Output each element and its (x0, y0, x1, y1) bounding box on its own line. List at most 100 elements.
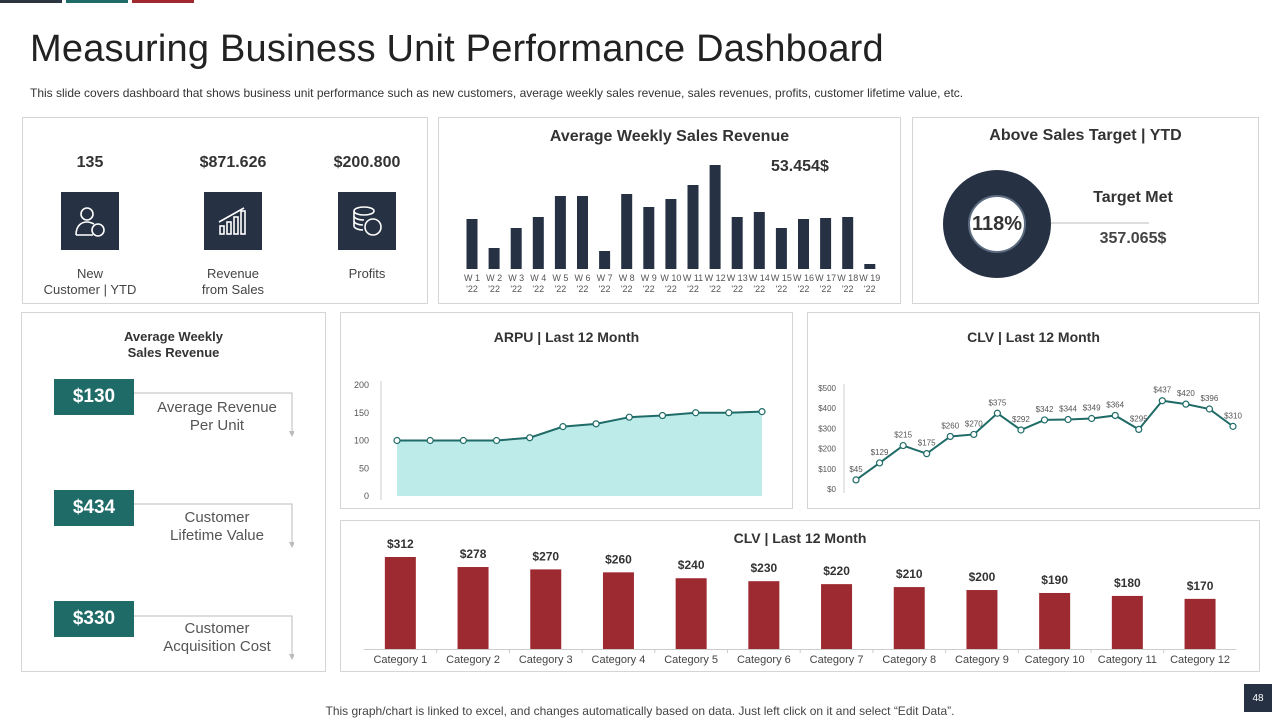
kpi-new-customers[interactable]: 135 New Customer | YTD (30, 154, 150, 298)
arpu-point[interactable] (459, 436, 467, 445)
metrics-panel-title: Average Weekly Sales Revenue (22, 329, 325, 361)
clv-point[interactable] (1111, 411, 1119, 420)
arpu-point[interactable] (559, 423, 567, 431)
x-tick-label: W 18 (837, 273, 858, 283)
clv-point[interactable] (1017, 426, 1025, 434)
sales-target-panel[interactable]: Above Sales Target | YTD 118% Target Met… (912, 117, 1259, 304)
clv-point[interactable] (993, 409, 1001, 417)
arpu-point[interactable] (725, 409, 733, 417)
clv-point[interactable] (852, 476, 860, 484)
bar-w-10-22[interactable] (665, 199, 677, 269)
bar-w-15-22[interactable] (775, 228, 787, 269)
bar-w-7-22[interactable] (599, 251, 611, 269)
bar-w-6-22[interactable] (577, 196, 588, 269)
kpi-profits[interactable]: $200.800 Profits (307, 154, 427, 282)
bar-w-16-22[interactable] (798, 219, 809, 269)
bar-category-4[interactable] (602, 572, 634, 649)
x-tick-label: Category 12 (1170, 654, 1230, 666)
bar-w-1-22[interactable] (466, 219, 478, 269)
x-tick-label: Category 2 (446, 654, 500, 666)
metric-badge-clv: $434 (54, 490, 134, 526)
bar-category-12[interactable] (1184, 598, 1216, 649)
arpu-point[interactable] (658, 411, 667, 420)
clv-point[interactable] (1158, 397, 1166, 405)
bar-w-8-22[interactable] (621, 194, 633, 269)
clv-point[interactable] (1040, 416, 1049, 424)
x-tick-year: '22 (665, 284, 677, 294)
clv-data-label: $437 (1153, 386, 1171, 395)
metrics-title-line1: Average Weekly (123, 329, 223, 344)
bar-category-5[interactable] (675, 578, 707, 649)
bar-data-label: $170 (1187, 579, 1214, 593)
bar-category-3[interactable] (530, 569, 562, 649)
clv-line-panel[interactable]: CLV | Last 12 Month $0 $100 $200 $300 $400 $5… (807, 312, 1260, 509)
metric-line1: Customer (184, 620, 250, 637)
metrics-panel[interactable]: Average Weekly Sales Revenue $130 Averag… (21, 312, 326, 672)
y-tick-label: 50 (359, 463, 369, 473)
bar-w-17-22[interactable] (820, 218, 832, 269)
kpi-panel[interactable]: 135 New Customer | YTD $871.626 (22, 117, 428, 304)
clv-point[interactable] (946, 432, 954, 441)
y-tick-label: 100 (354, 436, 369, 446)
bar-w-12-22[interactable] (709, 165, 721, 269)
kpi-label-line2: Customer | YTD (43, 282, 137, 297)
clv-point[interactable] (875, 459, 884, 467)
x-tick-label: W 11 (683, 273, 703, 283)
x-tick-label: Category 9 (955, 654, 1009, 666)
bar-category-8[interactable] (893, 587, 925, 649)
clv-bar-title: CLV | Last 12 Month (733, 530, 867, 546)
arpu-point[interactable] (393, 436, 401, 445)
clv-point[interactable] (1088, 414, 1096, 423)
clv-point[interactable] (1229, 422, 1237, 430)
bar-category-11[interactable] (1111, 595, 1143, 649)
bar-category-10[interactable] (1039, 592, 1071, 649)
bar-w-3-22[interactable] (510, 228, 522, 269)
kpi-revenue[interactable]: $871.626 Revenue from Sales (173, 154, 293, 298)
weekly-revenue-chart[interactable]: W 1'22W 2'22W 3'22W 4'22W 5'22W 6'22W 7'… (439, 118, 900, 303)
clv-data-label: $344 (1059, 405, 1077, 414)
bar-w-11-22[interactable] (687, 185, 699, 269)
clv-data-label: $342 (1036, 405, 1054, 414)
bar-w-4-22[interactable] (532, 217, 544, 269)
bar-w-5-22[interactable] (554, 196, 566, 269)
clv-point[interactable] (970, 430, 978, 439)
arpu-panel[interactable]: ARPU | Last 12 Month 0 50 100 150 200 (340, 312, 793, 509)
arpu-point[interactable] (426, 436, 434, 445)
user-icon (61, 192, 119, 250)
bar-w-14-22[interactable] (753, 212, 765, 269)
bar-w-9-22[interactable] (643, 207, 655, 269)
bar-w-19-22[interactable] (864, 264, 876, 269)
accent-bar-maroon (132, 0, 194, 3)
clv-line-chart[interactable]: $0 $100 $200 $300 $400 $500 $45 $129 $215 $175 $26… (808, 313, 1259, 508)
x-tick-year: '22 (599, 284, 611, 294)
weekly-revenue-panel[interactable]: Average Weekly Sales Revenue 53.454$ W 1… (438, 117, 901, 304)
clv-point[interactable] (1182, 400, 1190, 408)
x-tick-label: Category 4 (592, 654, 646, 666)
arpu-point[interactable] (625, 413, 633, 421)
bar-w-2-22[interactable] (488, 248, 500, 269)
clv-point[interactable] (1205, 405, 1214, 413)
bar-w-13-22[interactable] (731, 217, 743, 269)
clv-point[interactable] (923, 450, 931, 458)
bar-category-9[interactable] (966, 590, 998, 649)
arpu-point[interactable] (526, 434, 534, 442)
arpu-point[interactable] (758, 408, 766, 416)
x-tick-label: Category 7 (810, 654, 864, 666)
bar-category-1[interactable] (384, 557, 416, 649)
clv-point[interactable] (1135, 425, 1143, 434)
bar-category-7[interactable] (821, 584, 853, 649)
bar-w-18-22[interactable] (842, 217, 854, 269)
bar-category-6[interactable] (748, 581, 780, 649)
clv-point[interactable] (1064, 415, 1072, 424)
metric-line2: Per Unit (189, 417, 245, 434)
sales-target-title: Above Sales Target | YTD (989, 127, 1182, 144)
clv-bar-panel[interactable]: CLV | Last 12 Month $312 Category 1 $278 Ca… (340, 520, 1260, 672)
clv-point[interactable] (899, 441, 907, 450)
arpu-point[interactable] (692, 409, 700, 417)
arpu-point[interactable] (592, 420, 600, 428)
kpi-value: 135 (76, 154, 104, 171)
arpu-point[interactable] (492, 436, 501, 445)
clv-bar-chart[interactable]: $312 Category 1 $278 Category 2 $270 Category… (341, 521, 1259, 671)
arpu-chart[interactable]: 0 50 100 150 200 (341, 313, 792, 508)
bar-category-2[interactable] (457, 567, 489, 649)
